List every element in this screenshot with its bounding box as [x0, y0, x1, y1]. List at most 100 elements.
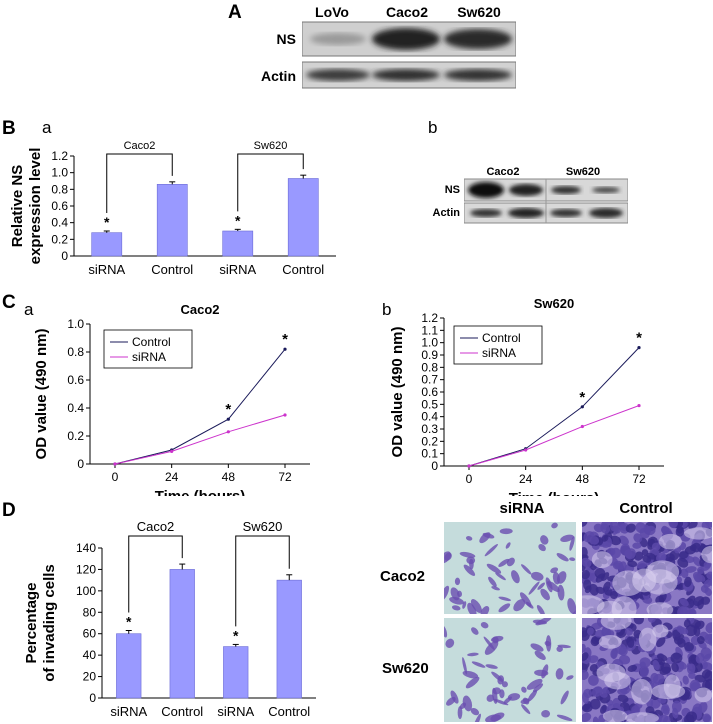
stained-cell: [682, 675, 689, 685]
stained-cell: [661, 526, 672, 536]
stained-cell: [612, 525, 621, 534]
stained-cell: [541, 709, 551, 718]
stained-cell: [521, 704, 531, 715]
clear-patch: [632, 568, 657, 593]
data-point: [580, 405, 584, 409]
legend-label: siRNA: [482, 346, 516, 360]
stained-cell: [679, 598, 689, 607]
stained-cell: [449, 596, 464, 605]
x-tick-label: 72: [278, 470, 292, 484]
stained-cell: [499, 528, 513, 535]
stained-cell: [698, 701, 708, 714]
y-axis-label: Percentage: [23, 583, 40, 664]
stained-cell: [671, 662, 679, 673]
stained-cell: [600, 704, 607, 714]
stained-cell: [647, 618, 656, 623]
y-tick-label: 0.8: [421, 360, 438, 374]
stained-cell: [568, 606, 576, 614]
y-axis-label: of invading cells: [41, 564, 58, 682]
blot-b-row-actin: Actin: [432, 207, 461, 219]
stained-cell: [444, 585, 450, 601]
data-point: [283, 347, 287, 351]
panel-b-sub-a: a: [42, 118, 52, 137]
y-tick-label: 0: [77, 457, 84, 471]
stained-cell: [684, 714, 695, 722]
stained-cell: [462, 657, 468, 675]
stained-cell: [465, 536, 473, 541]
stained-cell: [656, 653, 668, 662]
stained-cell: [491, 671, 504, 682]
micro-row-sw620: Sw620: [382, 660, 429, 677]
stained-cell: [614, 562, 625, 570]
stained-cell: [701, 669, 711, 679]
stained-cell: [676, 626, 689, 635]
data-point: [226, 417, 230, 421]
lane-label-caco2: Caco2: [385, 4, 429, 20]
stained-cell: [706, 571, 712, 580]
stained-cell: [651, 542, 661, 551]
stained-cell: [705, 622, 712, 634]
stained-cell: [633, 533, 643, 543]
series-line: [468, 405, 640, 467]
stained-cell: [601, 534, 609, 542]
data-point: [524, 448, 528, 452]
stained-cell: [521, 564, 532, 575]
stained-cell: [556, 646, 563, 652]
y-tick-label: 0.1: [421, 447, 438, 461]
stained-cell: [594, 629, 604, 638]
stained-cell: [609, 590, 618, 600]
legend-box: [103, 329, 193, 369]
bar: [116, 633, 142, 699]
stained-cell: [467, 652, 479, 657]
significance-mark: *: [235, 212, 241, 228]
bracket-label: Caco2: [124, 140, 156, 152]
stained-cell: [566, 675, 574, 680]
clear-patch: [591, 551, 613, 568]
stained-cell: [688, 522, 698, 530]
stained-cell: [684, 576, 692, 588]
stained-cell: [551, 522, 558, 529]
stained-cell: [488, 576, 497, 588]
stained-cell: [672, 707, 679, 719]
y-tick-label: 0: [61, 249, 68, 263]
stained-cell: [490, 635, 504, 643]
y-tick-label: 0.4: [67, 401, 84, 415]
x-category-label: Control: [282, 262, 324, 277]
y-tick-label: 0.8: [67, 345, 84, 359]
data-point: [226, 430, 230, 434]
stained-cell: [480, 606, 490, 614]
blot-b-group-caco2: Caco2: [486, 166, 520, 178]
stained-cell: [521, 686, 527, 693]
bracket-label: Sw620: [254, 140, 288, 152]
clear-patch: [598, 634, 622, 649]
y-tick-label: 140: [76, 541, 96, 555]
stained-cell: [534, 650, 546, 661]
x-tick-label: 48: [576, 472, 590, 486]
y-tick-label: 0.6: [67, 373, 84, 387]
micro-col-sirna: siRNA: [499, 500, 545, 517]
stained-cell: [532, 619, 547, 625]
stained-cell: [528, 581, 540, 595]
stained-cell: [544, 640, 551, 647]
clear-patch: [646, 602, 674, 614]
row-label-ns: NS: [276, 31, 296, 47]
y-tick-label: 120: [76, 562, 96, 576]
stained-cell: [485, 664, 498, 669]
bar-chart-invading-cells: 0 20 40 60 80 100 120 140 * siRNA Control * siRNA Con…: [23, 519, 316, 719]
stained-cell: [692, 571, 703, 583]
stained-cell: [569, 557, 576, 561]
stained-cell: [692, 556, 702, 567]
stained-cell: [466, 556, 476, 565]
stained-cell: [480, 622, 489, 629]
stained-cell: [527, 689, 538, 702]
stained-cell: [526, 678, 543, 690]
stained-cell: [685, 566, 697, 573]
x-axis-label: Time (hours): [509, 490, 600, 496]
stained-cell: [560, 690, 569, 705]
stained-cell: [556, 714, 573, 721]
clear-patch: [602, 709, 628, 722]
chart-title: Caco2: [180, 302, 219, 317]
stained-cell: [617, 694, 629, 703]
x-tick-label: 0: [466, 472, 473, 486]
clear-patch: [658, 533, 682, 550]
